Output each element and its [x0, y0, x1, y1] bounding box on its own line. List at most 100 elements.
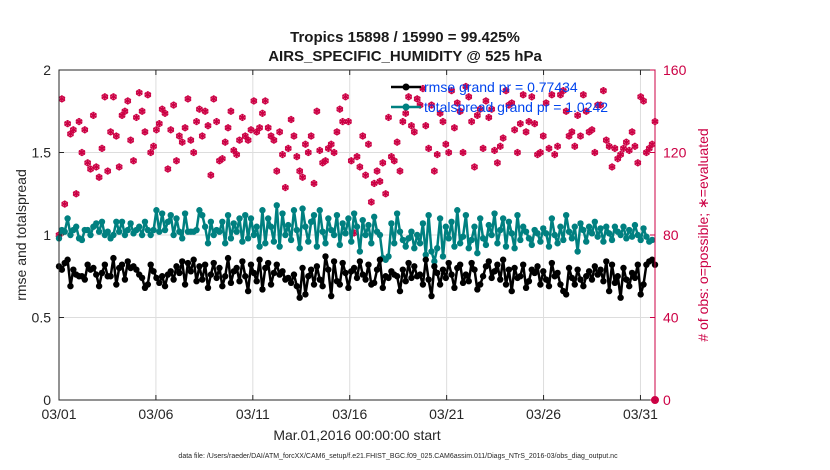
- totalspread-point: [560, 236, 567, 244]
- obs-possible-point: [72, 190, 80, 198]
- rmse-point: [445, 259, 452, 267]
- obs-possible-point: [207, 171, 215, 179]
- totalspread-point: [330, 231, 338, 239]
- rmse-point: [124, 258, 131, 265]
- obs-possible-point: [542, 99, 550, 107]
- rmse-point: [451, 284, 458, 291]
- totalspread-point: [545, 243, 553, 250]
- rmse-point: [531, 269, 538, 277]
- totalspread-point: [305, 238, 312, 245]
- rmse-point: [256, 256, 263, 263]
- totalspread-point: [594, 233, 601, 240]
- rmse-point: [425, 276, 432, 283]
- obs-possible-point: [491, 147, 498, 154]
- totalspread-point: [336, 241, 344, 249]
- totalspread-point: [488, 231, 495, 239]
- totalspread-point: [273, 202, 280, 209]
- obs-possible-point: [379, 159, 387, 167]
- rmse-point: [402, 278, 409, 285]
- obs-possible-point: [370, 180, 378, 187]
- rmse-point: [628, 269, 636, 277]
- totalspread-point: [514, 212, 521, 219]
- totalspread-point: [170, 231, 177, 239]
- obs-possible-point: [302, 140, 309, 148]
- rmse-point: [342, 269, 349, 277]
- totalspread-point: [497, 226, 504, 234]
- obs-possible-point: [210, 95, 218, 103]
- rmse-point: [239, 258, 246, 265]
- rmse-point: [302, 291, 309, 298]
- rmse-point: [173, 263, 180, 270]
- rmse-point: [353, 274, 361, 282]
- obs-possible-point: [456, 107, 464, 115]
- totalspread-point: [136, 223, 143, 230]
- totalspread-point: [494, 240, 501, 247]
- obs-possible-point: [135, 89, 143, 96]
- totalspread-point: [388, 220, 395, 227]
- obs-possible-point: [61, 200, 69, 208]
- obs-possible-point: [84, 159, 91, 167]
- obs-possible-point: [221, 138, 229, 146]
- rmse-point: [617, 294, 624, 301]
- totalspread-point: [310, 212, 318, 219]
- rmse-point: [488, 274, 495, 282]
- obs-possible-point: [519, 91, 527, 99]
- totalspread-point: [562, 212, 570, 219]
- totalspread-point: [376, 231, 384, 239]
- totalspread-point: [431, 258, 438, 265]
- rmse-point: [227, 279, 235, 287]
- rmse-point: [631, 274, 639, 282]
- obs-possible-point: [551, 151, 559, 158]
- rmse-point: [305, 273, 312, 280]
- rmse-point: [456, 261, 464, 268]
- obs-possible-point: [537, 149, 544, 156]
- totalspread-point: [479, 235, 487, 242]
- obs-possible-point: [127, 136, 134, 144]
- obs-possible-point: [247, 126, 255, 134]
- obs-possible-point: [413, 95, 421, 103]
- obs-possible-point: [385, 114, 392, 121]
- totalspread-point: [525, 235, 533, 242]
- rmse-point: [434, 269, 441, 277]
- rmse-point: [147, 261, 154, 268]
- rmse-point: [67, 282, 74, 290]
- rmse-point: [431, 263, 438, 270]
- y-tick-label-left: 1: [43, 227, 51, 243]
- totalspread-point: [474, 249, 481, 257]
- rmse-point: [350, 264, 358, 272]
- obs-possible-point: [107, 128, 114, 136]
- totalspread-point: [459, 233, 467, 240]
- rmse-point: [540, 268, 547, 275]
- rmse-point: [307, 266, 315, 273]
- obs-possible-point: [227, 107, 235, 115]
- rmse-point: [193, 278, 200, 285]
- rmse-point: [81, 276, 88, 283]
- totalspread-point: [276, 243, 283, 250]
- obs-possible-point: [130, 157, 137, 165]
- rmse-point: [419, 281, 427, 288]
- obs-possible-point: [70, 126, 77, 134]
- totalspread-point: [316, 207, 323, 214]
- totalspread-point: [113, 218, 120, 225]
- totalspread-point: [216, 228, 223, 235]
- totalspread-point: [640, 225, 647, 232]
- obs-possible-point: [190, 149, 197, 156]
- obs-possible-point: [299, 173, 306, 181]
- obs-possible-point: [95, 173, 103, 181]
- totalspread-point: [399, 236, 407, 244]
- totalspread-point: [620, 223, 627, 230]
- obs-possible-point: [548, 91, 556, 99]
- rmse-point: [554, 269, 561, 277]
- totalspread-point: [471, 223, 478, 230]
- totalspread-point: [124, 226, 131, 234]
- rmse-point: [577, 276, 584, 283]
- totalspread-point: [253, 223, 260, 230]
- rmse-point: [574, 266, 581, 273]
- totalspread-point: [617, 231, 624, 239]
- legend-spread-marker: [402, 103, 410, 111]
- obs-possible-point: [138, 107, 146, 115]
- totalspread-point: [167, 212, 174, 219]
- obs-possible-point: [571, 143, 579, 150]
- rmse-point: [224, 254, 232, 262]
- obs-possible-point: [431, 167, 438, 175]
